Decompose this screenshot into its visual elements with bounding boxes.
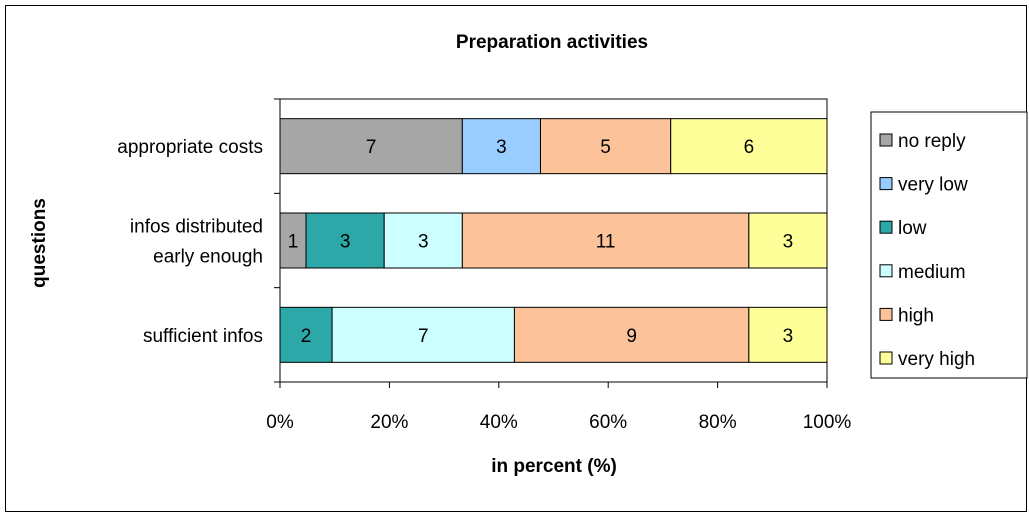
legend-label: high (898, 305, 934, 326)
category-label-line: infos distributed (130, 217, 263, 238)
bar-data-label: 3 (783, 232, 794, 253)
bar-segment (539, 118, 672, 175)
category-label: sufficient infos (143, 326, 263, 347)
legend-swatch (879, 133, 893, 147)
legend-swatch (879, 177, 893, 191)
legend-label: very low (898, 175, 968, 196)
bar-segment (383, 212, 463, 269)
bar-segment (748, 212, 828, 269)
bar-segment (279, 118, 463, 175)
category-label-line: sufficient infos (143, 326, 263, 347)
bar-data-label: 3 (783, 326, 794, 347)
category-label: infos distributed early enough (130, 217, 263, 268)
legend-label: medium (898, 262, 966, 283)
bar-data-label: 9 (626, 326, 637, 347)
x-tick-label: 100% (803, 412, 852, 433)
legend-label: no reply (898, 131, 966, 152)
x-tick-label: 80% (699, 412, 737, 433)
legend-label: low (898, 218, 927, 239)
bar-data-label: 6 (744, 137, 755, 158)
legend-swatch (879, 351, 893, 365)
bar-segment (331, 306, 515, 363)
category-label-line: appropriate costs (117, 137, 263, 158)
bar-data-label: 3 (418, 232, 429, 253)
plot-area: 0% 20% 40% 60% 80% 100% 7 3 5 6 appropriate costs 1… (117, 98, 852, 433)
bar-segment (513, 306, 750, 363)
bar-segment (748, 306, 828, 363)
x-tick-label: 0% (266, 412, 294, 433)
bar-data-label: 11 (596, 232, 616, 253)
x-tick-label: 20% (370, 412, 408, 433)
legend-box (870, 111, 1028, 379)
x-tick-label: 60% (589, 412, 627, 433)
bar-data-label: 3 (340, 232, 351, 253)
bar-segment (279, 306, 333, 363)
bar-data-label: 2 (301, 326, 312, 347)
bar-data-label: 1 (288, 232, 299, 253)
bar-data-label: 5 (600, 137, 611, 158)
chart-title: Preparation activities (456, 32, 648, 53)
bar-segment (670, 118, 828, 175)
bar-data-label: 7 (418, 326, 429, 347)
legend-swatch (879, 307, 893, 321)
legend: no reply very low low medium high very high (870, 111, 1028, 379)
category-label: appropriate costs (117, 137, 263, 158)
x-tick-label: 40% (480, 412, 518, 433)
legend-swatch (879, 264, 893, 278)
bar-segment (461, 118, 541, 175)
legend-swatch (879, 220, 893, 234)
x-axis-title: in percent (%) (491, 456, 617, 477)
bar-data-label: 3 (496, 137, 507, 158)
category-label-line: early enough (153, 247, 263, 268)
legend-label: very high (898, 349, 975, 370)
bar-data-label: 7 (366, 137, 377, 158)
y-axis-title: questions (29, 198, 50, 288)
